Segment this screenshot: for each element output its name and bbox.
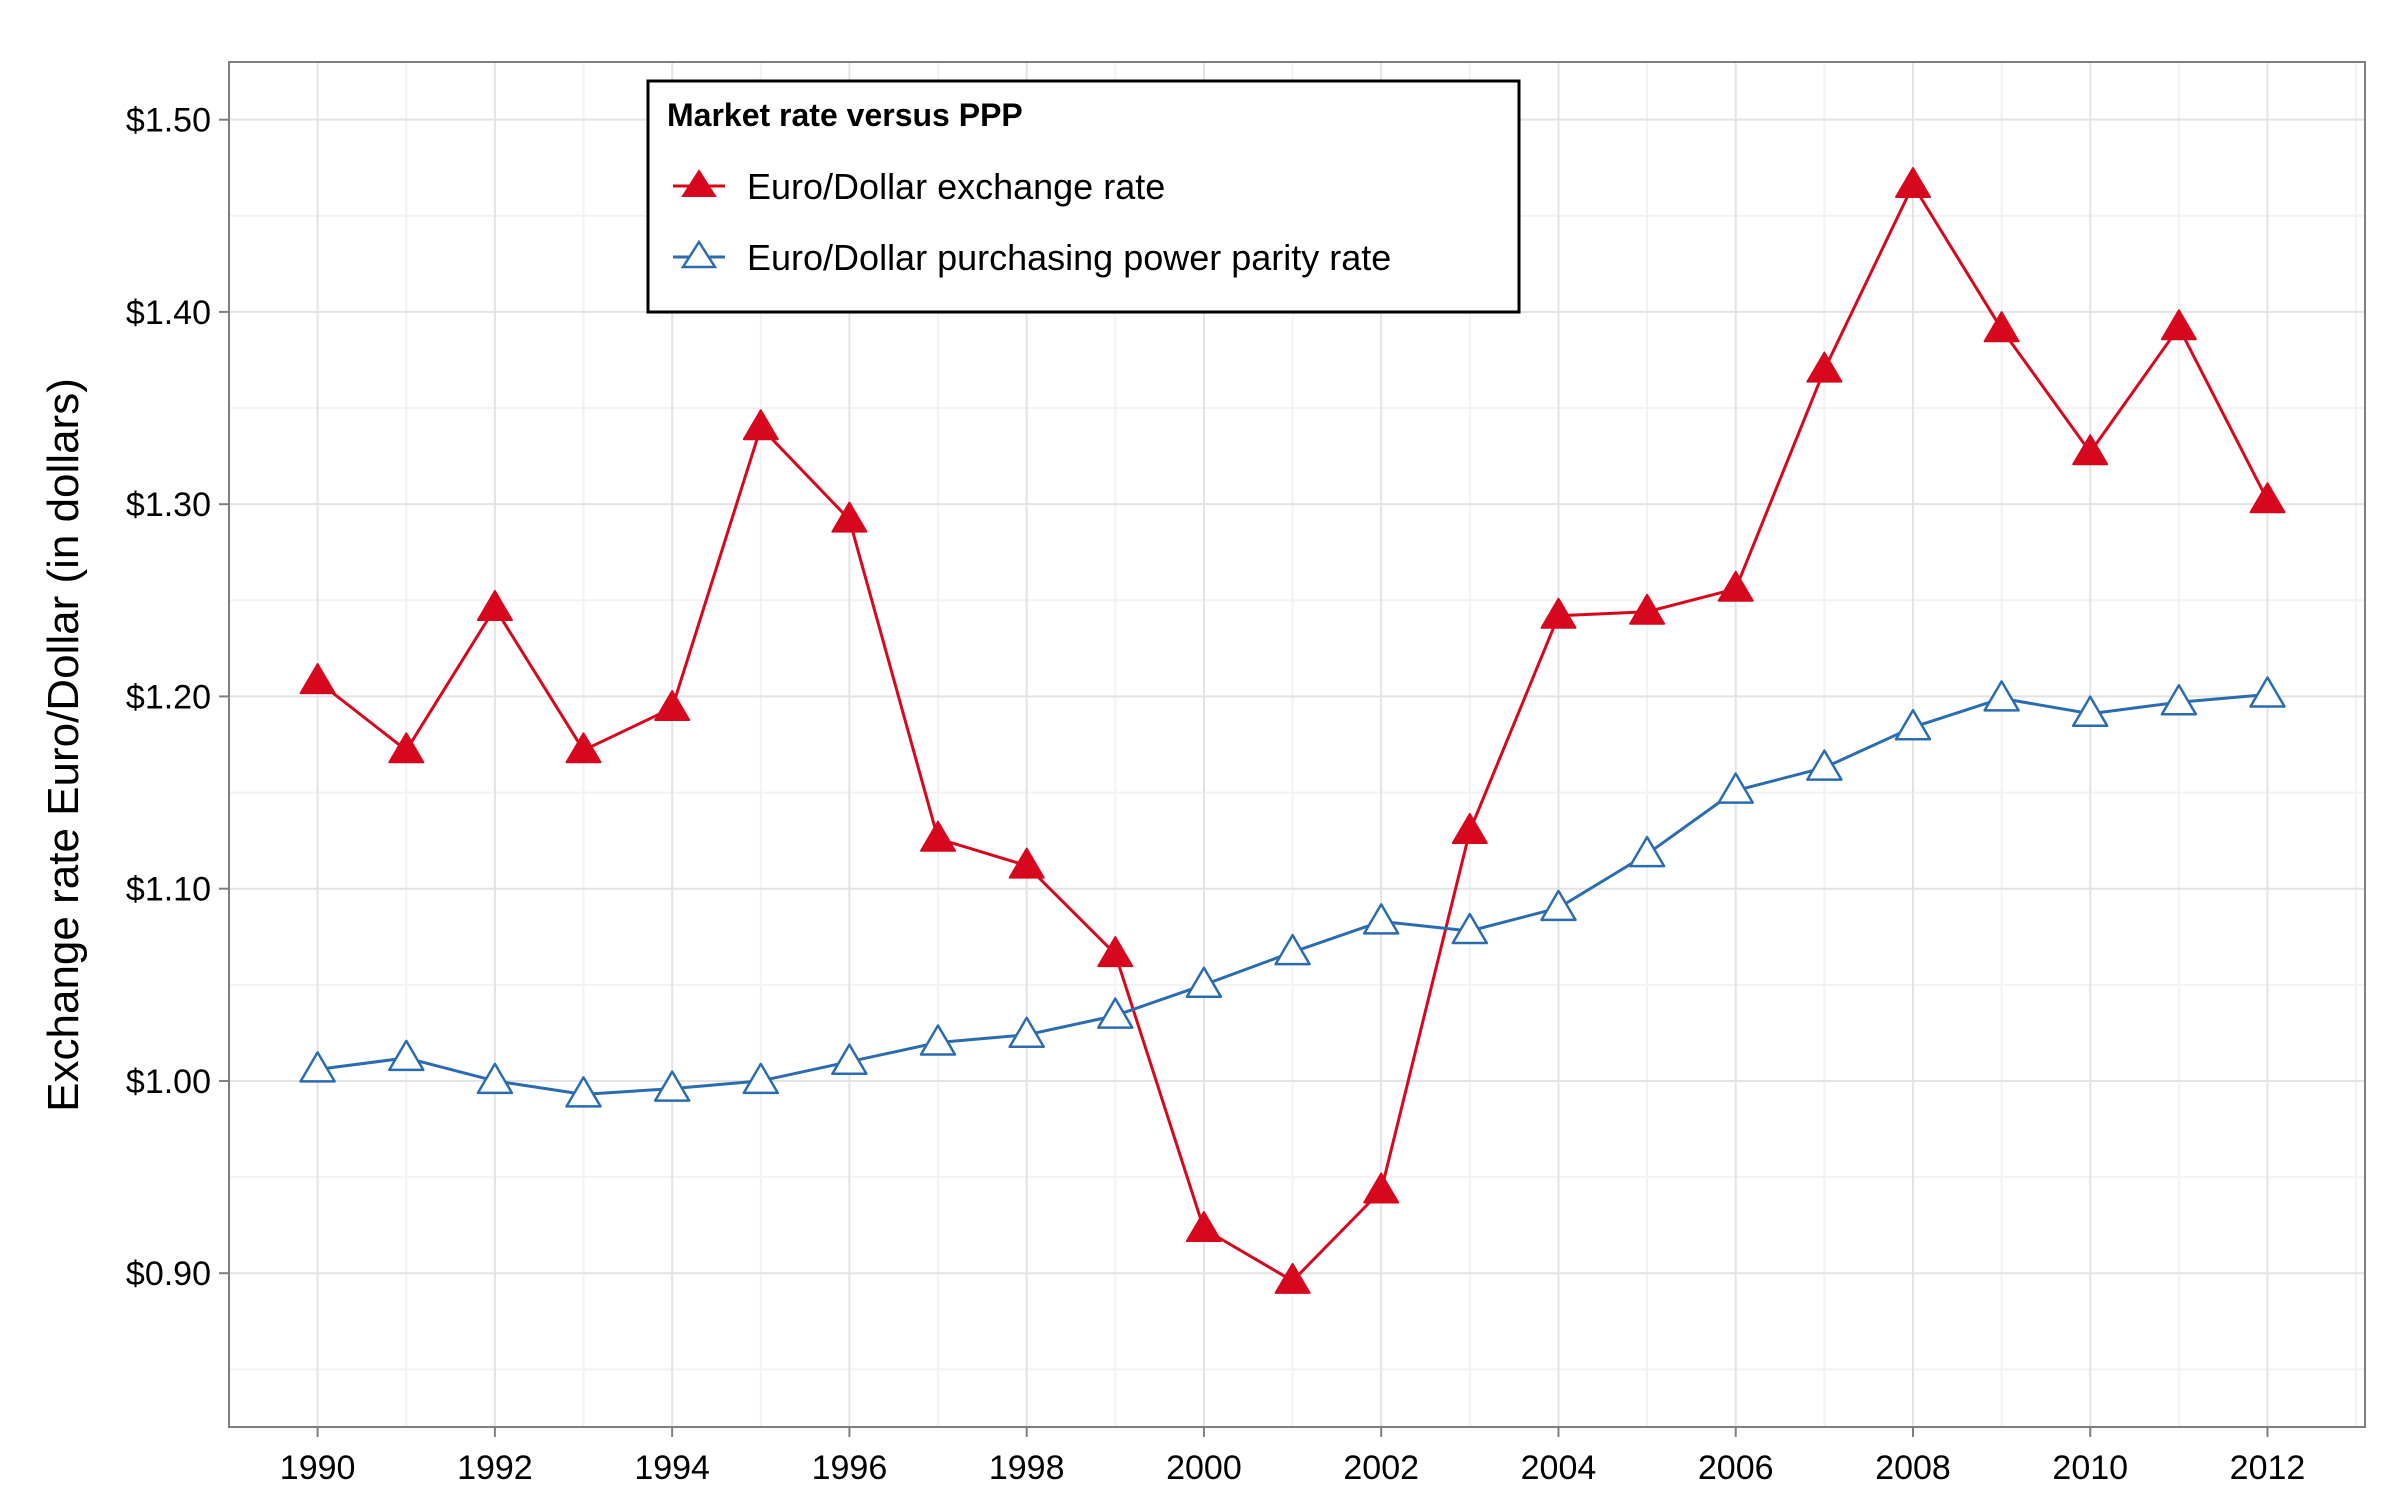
y-tick-label: $1.40 xyxy=(126,294,211,332)
x-tick-label: 2006 xyxy=(1698,1449,1774,1487)
data-point-exchange-rate xyxy=(299,663,336,695)
data-point-exchange-rate xyxy=(1185,1211,1222,1242)
data-point-ppp-rate xyxy=(1894,708,1932,741)
data-point-ppp-rate xyxy=(1274,933,1311,966)
x-tick-label: 1994 xyxy=(634,1449,710,1487)
data-point-exchange-rate xyxy=(2072,434,2109,466)
data-point-exchange-rate xyxy=(1274,1262,1311,1294)
legend-box xyxy=(646,79,1521,314)
legend-item-exchange-rate: Euro/Dollar exchange rate xyxy=(673,166,1165,207)
data-point-ppp-rate xyxy=(2071,695,2109,727)
data-point-ppp-rate xyxy=(1717,772,1754,804)
legend-label-ppp-rate: Euro/Dollar purchasing power parity rate xyxy=(747,237,1391,278)
y-tick-label: $1.10 xyxy=(126,871,211,909)
data-point-ppp-rate xyxy=(1008,1016,1045,1049)
y-tick-label: $1.20 xyxy=(126,678,211,716)
data-point-exchange-rate xyxy=(1895,167,1931,198)
series-layer xyxy=(299,167,2286,1294)
series-exchange-rate xyxy=(299,167,2286,1294)
data-point-exchange-rate xyxy=(831,501,868,533)
data-point-exchange-rate xyxy=(1540,597,1577,629)
data-point-ppp-rate xyxy=(2160,683,2198,716)
data-point-exchange-rate xyxy=(1983,311,2020,343)
data-point-exchange-rate xyxy=(1717,570,1754,602)
data-point-ppp-rate xyxy=(1362,903,1400,935)
major-gridlines xyxy=(229,62,2365,1427)
data-point-ppp-rate xyxy=(1451,912,1489,945)
data-point-exchange-rate xyxy=(565,732,602,764)
data-point-exchange-rate xyxy=(1629,593,1666,625)
x-tick-label: 2000 xyxy=(1166,1449,1242,1487)
data-point-ppp-rate xyxy=(1540,889,1577,922)
legend-key-marker-ppp-rate xyxy=(680,239,718,269)
x-axis: 1990 1992 1994 1996 1998 2000 2002 2004 2006 2008… xyxy=(280,1427,2306,1487)
data-point-ppp-rate xyxy=(1628,835,1666,868)
x-tick-label: 1998 xyxy=(989,1449,1065,1487)
y-tick-label: $1.30 xyxy=(126,486,211,524)
data-point-exchange-rate xyxy=(1363,1172,1400,1204)
x-tick-label: 2010 xyxy=(2052,1449,2128,1487)
data-point-exchange-rate xyxy=(920,820,956,852)
data-point-exchange-rate xyxy=(476,590,513,621)
data-point-ppp-rate xyxy=(831,1043,868,1075)
x-tick-label: 1996 xyxy=(812,1449,888,1487)
y-tick-label: $1.00 xyxy=(126,1063,211,1101)
data-point-ppp-rate xyxy=(388,1039,425,1072)
y-tick-label: $0.90 xyxy=(126,1255,211,1293)
data-point-ppp-rate xyxy=(565,1076,602,1108)
x-tick-label: 2008 xyxy=(1875,1449,1951,1487)
legend: Market rate versus PPP Euro/Dollar excha… xyxy=(646,79,1521,314)
data-point-ppp-rate xyxy=(919,1024,957,1056)
data-point-ppp-rate xyxy=(1097,997,1134,1029)
y-tick-label: $1.50 xyxy=(126,102,211,140)
data-point-exchange-rate xyxy=(1806,351,1843,383)
data-point-ppp-rate xyxy=(299,1051,336,1083)
series-ppp-rate xyxy=(299,676,2286,1108)
legend-label-exchange-rate: Euro/Dollar exchange rate xyxy=(747,166,1165,207)
data-point-exchange-rate xyxy=(2160,309,2197,341)
x-tick-label: 1992 xyxy=(457,1449,533,1487)
legend-title: Market rate versus PPP xyxy=(667,97,1023,133)
data-point-ppp-rate xyxy=(742,1062,780,1095)
data-point-exchange-rate xyxy=(388,732,425,764)
y-axis: $0.90 $1.00 $1.10 $1.20 $1.30 $1.40 $1.50 xyxy=(126,102,229,1293)
data-point-exchange-rate xyxy=(1008,847,1045,879)
data-point-ppp-rate xyxy=(1185,966,1223,999)
data-point-exchange-rate xyxy=(2249,482,2286,514)
legend-item-ppp-rate: Euro/Dollar purchasing power parity rate xyxy=(673,237,1391,278)
data-point-ppp-rate xyxy=(1806,749,1843,781)
data-point-ppp-rate xyxy=(1983,680,2020,712)
data-point-ppp-rate xyxy=(476,1062,514,1095)
x-tick-label: 1990 xyxy=(280,1449,356,1487)
y-axis-title: Exchange rate Euro/Dollar (in dollars) xyxy=(39,378,88,1112)
legend-key-marker-exchange-rate xyxy=(681,169,717,197)
data-point-exchange-rate xyxy=(1451,813,1488,844)
x-tick-label: 2004 xyxy=(1521,1449,1597,1487)
x-tick-label: 2012 xyxy=(2230,1449,2306,1487)
data-point-ppp-rate xyxy=(653,1070,691,1102)
x-tick-label: 2002 xyxy=(1343,1449,1419,1487)
plot-panel-border xyxy=(228,61,2366,1428)
data-point-exchange-rate xyxy=(1097,936,1134,968)
data-point-ppp-rate xyxy=(2249,676,2286,708)
data-point-exchange-rate xyxy=(742,409,779,441)
data-point-exchange-rate xyxy=(654,690,691,721)
